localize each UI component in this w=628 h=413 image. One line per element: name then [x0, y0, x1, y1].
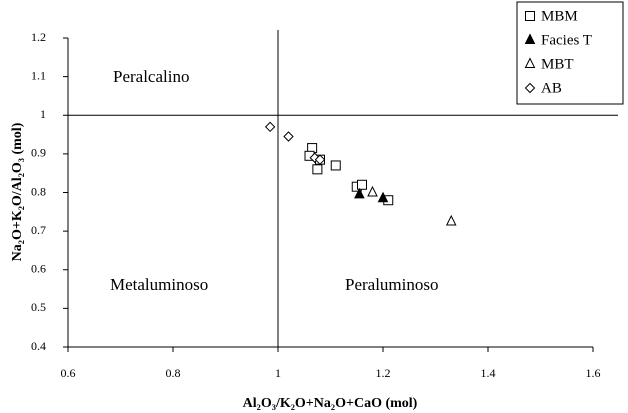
legend-label: MBM — [541, 8, 578, 24]
x-tick-label: 1 — [275, 366, 281, 380]
annotation: Peraluminoso — [345, 275, 439, 294]
marker — [330, 160, 341, 171]
x-tick-label: 1.4 — [481, 366, 496, 380]
marker — [445, 214, 457, 226]
x-axis-label: Al₂O₃/K₂O+Na₂O+CaO (mol) — [243, 396, 418, 411]
legend-label: AB — [541, 80, 562, 96]
legend-label: MBT — [541, 56, 574, 72]
legend-marker — [525, 11, 535, 21]
x-tick-label: 1.6 — [586, 366, 601, 380]
legend-label: Facies T — [541, 32, 592, 48]
y-tick-label: 1 — [40, 107, 46, 121]
y-tick-label: 0.9 — [31, 146, 46, 160]
x-tick-label: 1.2 — [376, 366, 391, 380]
y-tick-label: 1.2 — [31, 30, 46, 44]
marker — [283, 131, 294, 142]
legend-marker — [524, 82, 536, 94]
marker — [357, 179, 367, 190]
annotation: Peralcalino — [113, 67, 189, 86]
legend-marker — [524, 33, 536, 44]
marker — [314, 154, 326, 165]
x-tick-label: 0.8 — [166, 366, 181, 380]
legend-marker — [524, 57, 536, 68]
y-tick-label: 0.5 — [31, 300, 46, 314]
marker — [312, 164, 323, 175]
y-tick-label: 0.8 — [31, 184, 46, 198]
marker — [377, 191, 389, 203]
marker — [354, 187, 365, 199]
y-tick-label: 0.6 — [31, 262, 46, 276]
x-tick-label: 0.6 — [61, 366, 76, 380]
y-tick-label: 1.1 — [31, 68, 46, 82]
annotation: Metaluminoso — [110, 275, 208, 294]
marker — [264, 121, 276, 133]
y-tick-label: 0.7 — [31, 223, 46, 237]
y-tick-label: 0.4 — [31, 339, 46, 353]
y-axis-label: Na₂O+K₂O/Al₂O₃ (mol) — [10, 122, 25, 261]
marker — [367, 185, 378, 197]
